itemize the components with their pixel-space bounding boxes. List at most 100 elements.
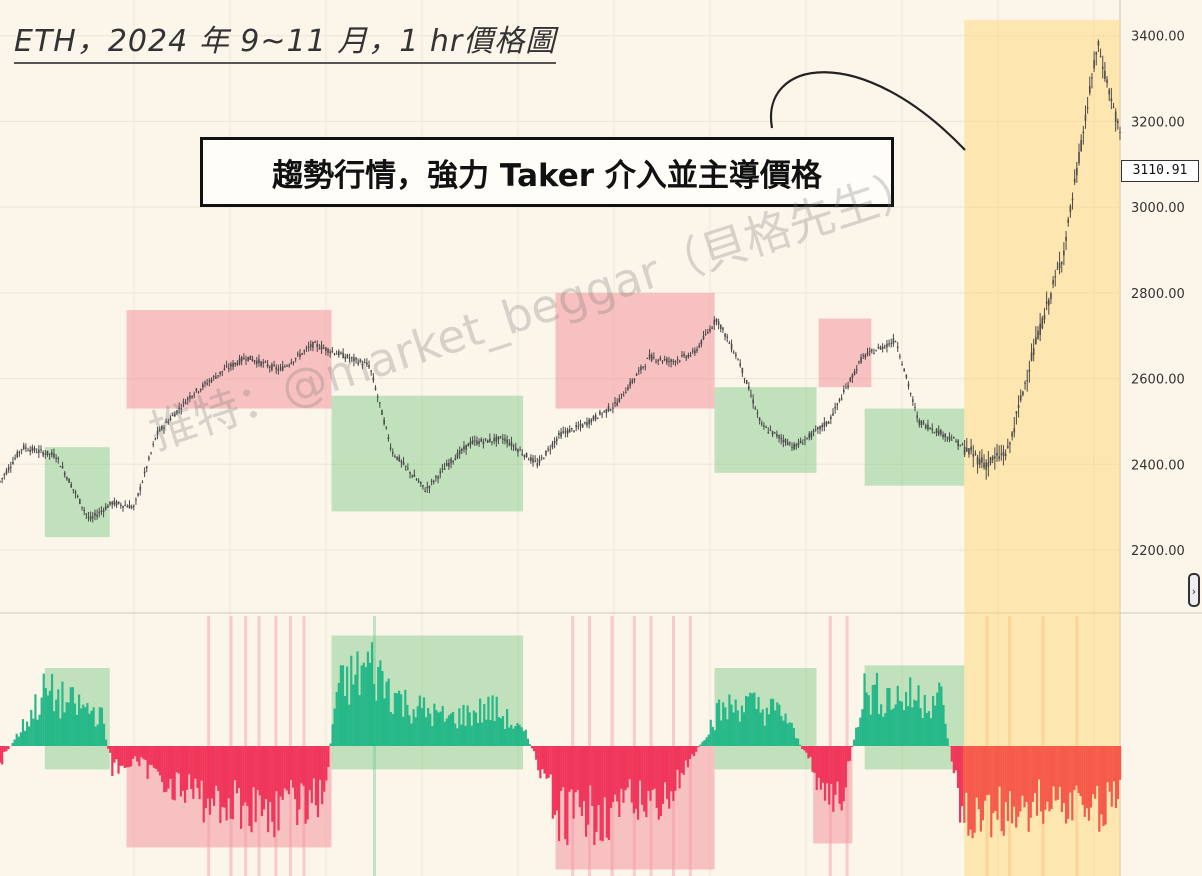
volume-bar (67, 702, 70, 746)
volume-bar (422, 697, 426, 746)
candle-body (631, 380, 634, 383)
candle-body (536, 463, 539, 466)
candle-body (486, 440, 489, 443)
candle-body (1028, 369, 1031, 372)
candle-body (320, 345, 323, 350)
candle-body (3, 474, 6, 476)
candle-body (61, 466, 64, 469)
volume-bar (397, 690, 401, 746)
candle-body (922, 422, 925, 424)
volume-bar (250, 746, 253, 833)
candle-body (469, 441, 472, 445)
volume-bar (121, 746, 124, 766)
volume-bar (350, 655, 353, 746)
volume-bar (931, 695, 935, 746)
candle-body (618, 397, 621, 403)
volume-bar (424, 717, 428, 746)
volume-bar (738, 721, 741, 746)
candle-body (931, 428, 934, 431)
candle-body (404, 465, 407, 467)
price-tick-label: 3200.00 (1131, 115, 1185, 130)
volume-bar (44, 688, 47, 746)
candle-body (27, 450, 29, 452)
candle-body (1054, 276, 1057, 278)
volume-bar (462, 704, 465, 746)
volume-bar (938, 682, 941, 746)
volume-bar (986, 746, 989, 796)
candle-body (1000, 453, 1003, 455)
candle-body (256, 360, 258, 364)
candle-body (903, 368, 906, 372)
candle-body (1037, 330, 1039, 339)
candle-body (355, 357, 357, 360)
volume-bar (1060, 746, 1064, 813)
volume-bar (88, 713, 91, 746)
volume-bar (871, 685, 874, 746)
volume-bar (805, 746, 808, 753)
volume-bar (942, 705, 945, 746)
candle-body (5, 470, 8, 475)
volume-bar (308, 746, 311, 791)
candle-body (732, 352, 735, 354)
candle-body (502, 438, 504, 441)
volume-bar (80, 708, 83, 746)
volume-bar (707, 734, 710, 746)
candle-body (540, 457, 543, 459)
volume-bar (1031, 746, 1034, 802)
candle-body (221, 371, 224, 373)
volume-bar (605, 746, 608, 838)
candle-body (309, 344, 312, 348)
volume-bar (836, 746, 839, 782)
candle-body (456, 452, 459, 458)
volume-bar (622, 746, 625, 803)
volume-bar (188, 746, 191, 775)
volume-bar (717, 699, 721, 746)
candle-body (704, 333, 707, 335)
candle-body (264, 361, 267, 363)
volume-bar (1008, 746, 1012, 792)
volume-bar (844, 746, 847, 788)
candle-body (976, 456, 979, 465)
candle-body (836, 403, 839, 406)
volume-bar (32, 718, 35, 746)
candle-body (955, 441, 957, 443)
candle-body (1043, 314, 1046, 320)
volume-bar (84, 707, 87, 746)
volume-bar (231, 746, 234, 820)
volume-bar (466, 705, 469, 746)
volume-bar (96, 724, 99, 746)
candle-body (340, 352, 342, 354)
candle-body (838, 399, 841, 401)
volume-bar (759, 712, 762, 746)
candle-body (318, 348, 321, 350)
volume-bar (782, 720, 785, 746)
candle-body (881, 346, 884, 350)
volume-bar (210, 746, 214, 799)
volume-bar (761, 709, 764, 746)
price-tick-label: 2400.00 (1131, 458, 1185, 473)
volume-bar (975, 746, 978, 798)
volume-bar (1025, 746, 1028, 803)
volume-bar (907, 706, 910, 746)
volume-bar (506, 709, 509, 746)
candle-body (642, 366, 644, 368)
volume-bar (194, 746, 197, 779)
scroll-right-icon[interactable]: › (1188, 573, 1200, 607)
volume-bar (661, 746, 665, 804)
volume-bar (198, 746, 201, 800)
candle-body (946, 436, 949, 438)
volume-bar (722, 702, 725, 746)
volume-bar (886, 688, 889, 746)
candle-body (59, 466, 62, 468)
volume-bar (904, 691, 908, 746)
volume-bar (1050, 746, 1053, 810)
volume-bar (381, 671, 384, 746)
volume-bar (651, 746, 654, 790)
candle-body (886, 343, 888, 348)
candle-body (100, 510, 103, 512)
candle-body (72, 489, 75, 491)
volume-bar (861, 709, 864, 746)
candle-body (437, 476, 439, 479)
candle-body (584, 422, 586, 424)
candle-body (463, 446, 465, 450)
